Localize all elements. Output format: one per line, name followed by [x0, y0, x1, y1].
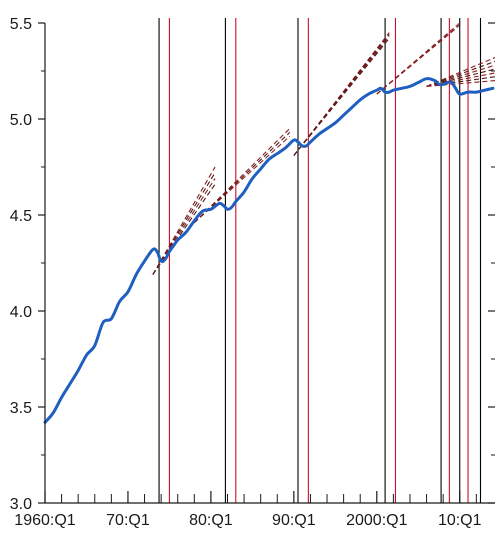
y-tick-label: 5.5 [10, 16, 32, 33]
x-tick-label: 80:Q1 [189, 512, 233, 529]
y-tick-label: 4.0 [10, 304, 32, 321]
x-tick-label: 70:Q1 [106, 512, 150, 529]
x-tick-label: 2000:Q1 [346, 512, 407, 529]
series-line [43, 77, 495, 424]
trend-line [193, 135, 291, 224]
x-tick-label: 90:Q1 [272, 512, 316, 529]
trend-line [293, 38, 390, 156]
axes: 3.0 3.5 4.0 4.5 5.0 5.5 1960:Q1 70:Q1 80:Q1 90:Q1… [10, 16, 495, 529]
x-tick-label: 10:Q1 [438, 512, 482, 529]
x-tick-label: 1960:Q1 [14, 512, 75, 529]
y-tick-label: 3.5 [10, 400, 32, 417]
y-tick-label: 3.0 [10, 496, 32, 513]
series-lines [43, 77, 495, 424]
vertical-markers [158, 18, 482, 503]
trend-line [193, 128, 291, 224]
trend-line [193, 132, 291, 224]
trend-line [376, 28, 456, 95]
trend-lines [152, 22, 495, 275]
y-tick-label: 4.5 [10, 208, 32, 225]
y-tick-label: 5.0 [10, 112, 32, 129]
